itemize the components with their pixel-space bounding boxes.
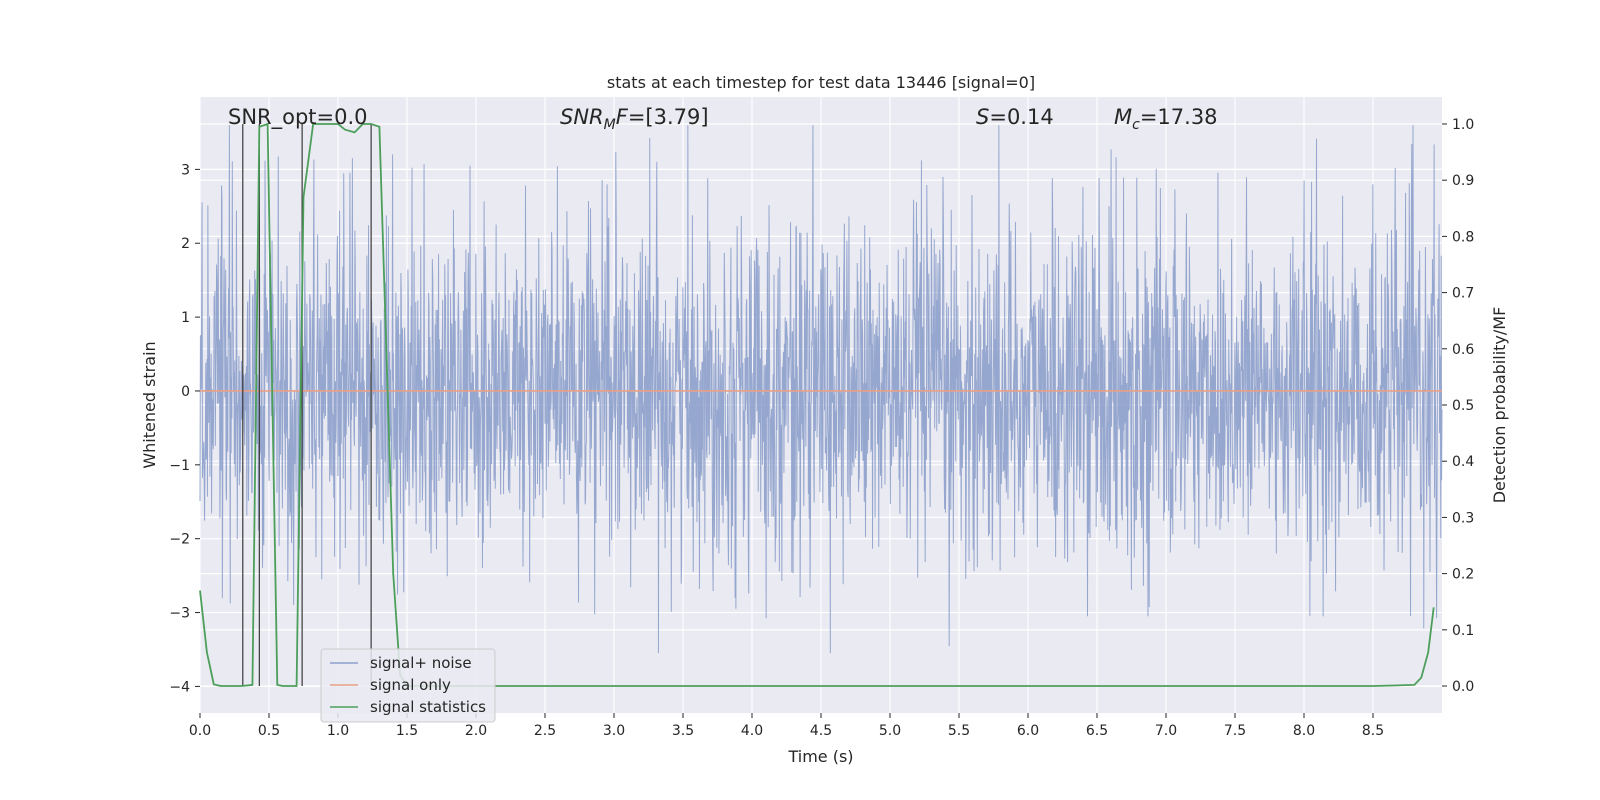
y-tick-label-7: 3 [181,162,190,178]
noise-line [199,125,1443,654]
vertical-markers [242,123,372,687]
x-tick-label-0: 0.0 [189,723,211,739]
annotation-mc: Mc=17.38 [1114,105,1218,133]
x-axis-ticks: 0.0 0.5 1.0 1.5 2.0 2.5 3.0 3.5 4.0 4.5 5.0 5.5 6.0 6… [189,713,1384,739]
signal-statistics-series [199,122,1435,687]
x-tick-label-11: 5.5 [948,723,970,739]
y2-tick-label-6: 0.6 [1452,342,1474,358]
y2-tick-label-10: 1.0 [1452,117,1474,133]
annotation-s: S=0.14 [976,105,1054,129]
y-tick-label-3: −1 [169,458,190,474]
y-tick-label-0: −4 [169,679,190,695]
y2-tick-label-1: 0.1 [1452,623,1474,639]
x-tick-label-15: 7.5 [1224,723,1246,739]
y2-axis-label: Detection probability/MF [1490,307,1509,504]
x-tick-label-12: 6.0 [1017,723,1039,739]
legend: signal+ noise signal only signal statist… [320,648,496,723]
x-tick-label-13: 6.5 [1086,723,1108,739]
x-tick-label-5: 2.5 [534,723,556,739]
y-tick-label-1: −3 [169,606,190,622]
legend-label-noise: signal+ noise [370,654,472,672]
x-tick-label-17: 8.5 [1362,723,1384,739]
y2-tick-label-7: 0.7 [1452,286,1474,302]
annotation-snr-mf: SNRMF=[3.79] [560,105,709,133]
y-axis-label: Whitened strain [140,341,159,468]
y2-tick-label-3: 0.3 [1452,510,1474,526]
y-tick-label-5: 1 [181,310,190,326]
y2-tick-label-9: 0.9 [1452,173,1474,189]
x-tick-label-1: 0.5 [258,723,280,739]
y-axis-ticks: −4 −3 −2 −1 0 1 2 3 [169,162,200,695]
x-tick-label-16: 8.0 [1293,723,1315,739]
y2-axis-ticks: 0.0 0.1 0.2 0.3 0.4 0.5 0.6 0.7 0.8 0.9 1.0 [1442,117,1474,695]
x-tick-label-4: 2.0 [465,723,487,739]
legend-label-statistics: signal statistics [370,698,486,716]
legend-box [320,648,496,723]
y-tick-label-4: 0 [181,384,190,400]
x-axis-label: Time (s) [787,747,853,766]
y2-tick-label-5: 0.5 [1452,398,1474,414]
x-tick-label-9: 4.5 [810,723,832,739]
y-tick-label-2: −2 [169,532,190,548]
y-tick-label-6: 2 [181,236,190,252]
y2-tick-label-2: 0.2 [1452,567,1474,583]
annotation-snr-opt: SNR_opt=0.0 [228,105,368,130]
legend-label-signal-only: signal only [370,676,451,694]
statistics-line [199,122,1435,687]
x-tick-label-6: 3.0 [603,723,625,739]
x-tick-label-7: 3.5 [672,723,694,739]
x-tick-label-8: 4.0 [741,723,763,739]
x-tick-label-10: 5.0 [879,723,901,739]
y2-tick-label-0: 0.0 [1452,679,1474,695]
x-tick-label-3: 1.5 [396,723,418,739]
x-tick-label-2: 1.0 [327,723,349,739]
y2-tick-label-4: 0.4 [1452,454,1474,470]
chart-title: stats at each timestep for test data 134… [607,73,1035,92]
x-tick-label-14: 7.0 [1155,723,1177,739]
signal-noise-series [199,125,1443,654]
y2-tick-label-8: 0.8 [1452,229,1474,245]
